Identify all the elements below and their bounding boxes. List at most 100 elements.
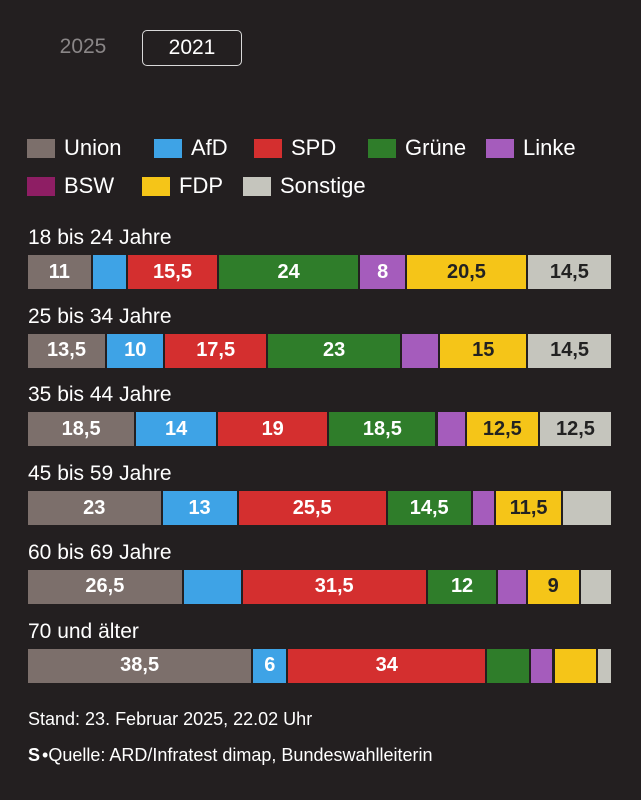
footer-source: S •Quelle: ARD/Infratest dimap, Bundeswa… xyxy=(28,745,433,766)
data-label: 15 xyxy=(472,339,495,362)
bar-segment-sonstige[interactable] xyxy=(563,491,611,526)
bar-segment-gruene[interactable]: 14,5 xyxy=(387,491,471,526)
bar-segment-linke[interactable] xyxy=(402,333,439,368)
bar-segment-fdp[interactable]: 9 xyxy=(527,569,579,604)
legend-swatch-afd xyxy=(154,138,182,158)
bar-segment-linke[interactable] xyxy=(498,569,526,604)
bar-segment-union[interactable]: 13,5 xyxy=(28,333,105,368)
legend-item-fdp: FDP xyxy=(142,173,223,198)
bar-segment-linke[interactable]: 8 xyxy=(360,255,406,289)
data-label: 10 xyxy=(124,339,147,362)
bar-segment-afd[interactable]: 13 xyxy=(162,491,237,526)
age-group-label: 25 bis 34 Jahre xyxy=(28,304,172,328)
bar-row-60-bis-69-jahre: 26,5 31,5 12 9 xyxy=(28,569,613,604)
legend-swatch-gruene xyxy=(368,138,396,158)
bar-segment-union[interactable]: 26,5 xyxy=(28,569,182,604)
data-label: 8 xyxy=(377,260,389,283)
bar-segment-fdp[interactable] xyxy=(554,648,597,683)
data-label: 19 xyxy=(261,417,284,440)
data-label: 17,5 xyxy=(196,339,236,362)
bar-segment-spd[interactable]: 17,5 xyxy=(165,333,266,368)
bar-segment-afd[interactable]: 10 xyxy=(106,333,164,368)
data-label: 24 xyxy=(277,260,300,283)
data-label: 12,5 xyxy=(482,417,522,440)
legend-swatch-fdp xyxy=(142,176,170,196)
age-group-label: 45 bis 59 Jahre xyxy=(28,462,172,486)
bar-segment-gruene[interactable]: 18,5 xyxy=(329,412,436,447)
bar-segment-spd[interactable]: 15,5 xyxy=(127,255,218,289)
bar-segment-union[interactable]: 18,5 xyxy=(28,412,135,447)
data-label: 14,5 xyxy=(549,260,589,283)
bar-segment-sonstige[interactable]: 14,5 xyxy=(528,333,611,368)
bar-segment-afd[interactable] xyxy=(92,255,126,289)
legend-item-gruene: Grüne xyxy=(368,135,467,160)
data-label: 9 xyxy=(547,575,559,598)
data-label: 13,5 xyxy=(47,339,86,362)
legend-swatch-bsw xyxy=(27,176,55,196)
bar-segment-fdp[interactable]: 11,5 xyxy=(496,491,562,526)
data-label: 38,5 xyxy=(120,654,160,676)
bar-segment-fdp[interactable]: 20,5 xyxy=(407,255,526,289)
data-label: 14,5 xyxy=(409,496,449,519)
bar-segment-gruene[interactable]: 23 xyxy=(267,333,401,368)
bar-segment-fdp[interactable]: 15 xyxy=(440,333,527,368)
data-label: 23 xyxy=(83,496,106,519)
legend-swatch-linke xyxy=(486,138,514,158)
bar-segment-sonstige[interactable]: 12,5 xyxy=(539,412,611,447)
bar-segment-spd[interactable]: 19 xyxy=(218,412,328,447)
legend-item-bsw: BSW xyxy=(27,173,115,198)
data-label: 31,5 xyxy=(314,575,354,598)
bar-row-35-bis-44-jahre: 18,5 14 19 18,5 12,5 12,5 xyxy=(28,412,613,447)
bar-segment-gruene[interactable]: 12 xyxy=(427,569,497,604)
data-label: 14 xyxy=(165,417,188,440)
data-label: 18,5 xyxy=(362,417,402,440)
data-label: 25,5 xyxy=(292,496,332,519)
bar-segment-afd[interactable]: 14 xyxy=(136,412,217,447)
legend-item-spd: SPD xyxy=(254,135,336,160)
bar-segment-afd[interactable]: 6 xyxy=(253,648,287,683)
bar-segment-sonstige[interactable] xyxy=(598,648,611,683)
tab-2021[interactable]: 2021 xyxy=(142,30,242,66)
bar-segment-spd[interactable]: 25,5 xyxy=(238,491,386,526)
tab-2025[interactable]: 2025 xyxy=(59,35,107,58)
bar-segment-spd[interactable]: 31,5 xyxy=(242,569,426,604)
bar-segment-union[interactable]: 23 xyxy=(28,491,161,526)
data-label: 23 xyxy=(322,339,346,362)
age-group-label: 70 und älter xyxy=(28,619,139,643)
legend-label: BSW xyxy=(64,173,115,198)
data-label: 26,5 xyxy=(85,575,125,598)
legend-swatch-spd xyxy=(254,138,282,158)
bar-row-45-bis-59-jahre: 23 13 25,5 14,5 11,5 xyxy=(28,491,613,526)
legend-label: FDP xyxy=(179,173,223,198)
spiegel-s-logo: S xyxy=(28,745,41,765)
legend-item-afd: AfD xyxy=(154,135,228,160)
bar-segment-linke[interactable] xyxy=(531,648,553,683)
data-label: 34 xyxy=(375,654,398,676)
legend-label: Linke xyxy=(523,135,576,160)
data-label: 12 xyxy=(450,575,474,598)
bar-segment-fdp[interactable]: 12,5 xyxy=(466,412,538,447)
bar-segment-afd[interactable] xyxy=(183,569,241,604)
bar-segment-gruene[interactable]: 24 xyxy=(219,255,359,289)
data-label: 13 xyxy=(188,496,211,519)
bar-segment-sonstige[interactable] xyxy=(580,569,611,604)
age-group-label: 60 bis 69 Jahre xyxy=(28,540,172,564)
bar-segment-gruene[interactable] xyxy=(487,648,530,683)
bar-segment-linke[interactable] xyxy=(472,491,494,526)
bar-row-25-bis-34-jahre: 13,5 10 17,5 23 15 14,5 xyxy=(28,333,613,368)
data-label: 6 xyxy=(264,654,276,676)
data-label: 20,5 xyxy=(447,260,486,283)
footer-date: Stand: 23. Februar 2025, 22.02 Uhr xyxy=(28,709,313,729)
bar-segment-sonstige[interactable]: 14,5 xyxy=(527,255,611,289)
legend-label: AfD xyxy=(191,135,228,160)
bar-segment-union[interactable]: 11 xyxy=(28,255,91,289)
bar-segment-linke[interactable] xyxy=(437,412,465,447)
legend-label: Union xyxy=(64,135,122,160)
data-label: 12,5 xyxy=(555,417,595,440)
legend-label: Grüne xyxy=(405,135,467,160)
bar-segment-union[interactable]: 38,5 xyxy=(28,648,252,683)
bar-row-70-und-aelter: 38,5 6 34 xyxy=(28,648,613,683)
bar-segment-spd[interactable]: 34 xyxy=(288,648,486,683)
age-group-label: 35 bis 44 Jahre xyxy=(28,383,172,407)
legend-swatch-sonstige xyxy=(243,176,271,196)
